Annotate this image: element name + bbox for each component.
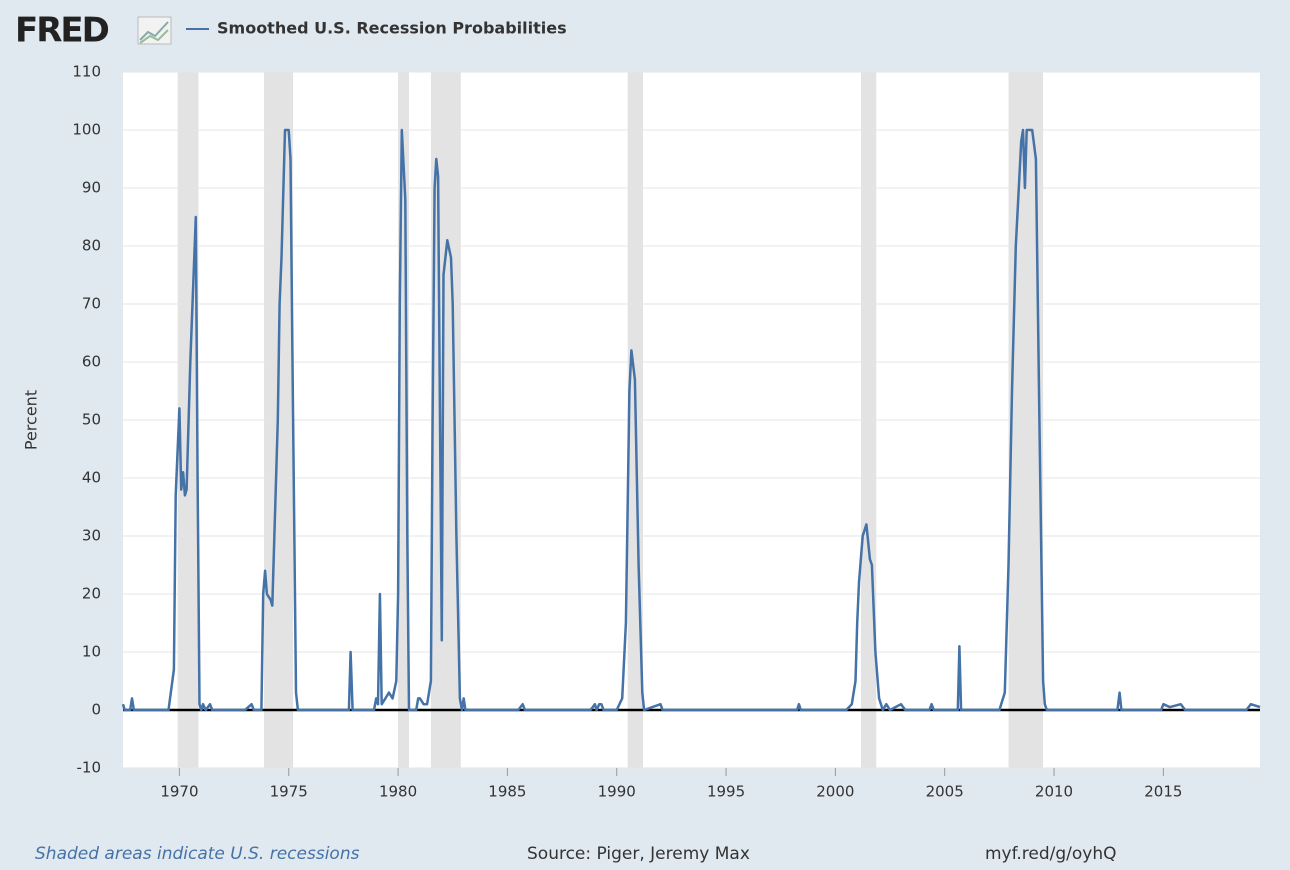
logo: FRED xyxy=(15,11,109,51)
x-tick-label: 2005 xyxy=(926,783,964,801)
y-tick-label: 50 xyxy=(82,411,101,429)
x-tick-label: 2000 xyxy=(816,783,854,801)
x-tick-label: 2015 xyxy=(1144,783,1182,801)
y-tick-label: 30 xyxy=(82,527,101,545)
x-tick-label: 1995 xyxy=(707,783,745,801)
y-tick-label: 60 xyxy=(82,353,101,371)
x-tick-label: 1970 xyxy=(160,783,198,801)
y-tick-label: 90 xyxy=(82,179,101,197)
series-line xyxy=(121,128,1261,712)
y-tick-label: 40 xyxy=(82,469,101,487)
x-tick-label: 1990 xyxy=(598,783,636,801)
y-tick-label: 80 xyxy=(82,237,101,255)
x-tick-label: 1985 xyxy=(488,783,526,801)
x-tick-label: 2010 xyxy=(1035,783,1073,801)
logo-icon xyxy=(137,16,172,45)
legend-label: Smoothed U.S. Recession Probabilities xyxy=(217,19,567,38)
y-tick-label: 20 xyxy=(82,585,101,603)
y-tick-label: 0 xyxy=(91,701,101,719)
y-tick-label: 110 xyxy=(72,63,101,81)
footer-note: Shaded areas indicate U.S. recessions xyxy=(35,844,360,864)
footer-link[interactable]: myf.red/g/oyhQ xyxy=(985,844,1117,864)
footer-source: Source: Piger, Jeremy Max xyxy=(527,844,750,864)
y-tick-label: 100 xyxy=(72,121,101,139)
x-tick-label: 1975 xyxy=(270,783,308,801)
y-axis-label: Percent xyxy=(22,390,41,450)
y-tick-label: 70 xyxy=(82,295,101,313)
x-tick-label: 1980 xyxy=(379,783,417,801)
y-tick-label: 10 xyxy=(82,643,101,661)
y-tick-label: -10 xyxy=(77,759,102,777)
